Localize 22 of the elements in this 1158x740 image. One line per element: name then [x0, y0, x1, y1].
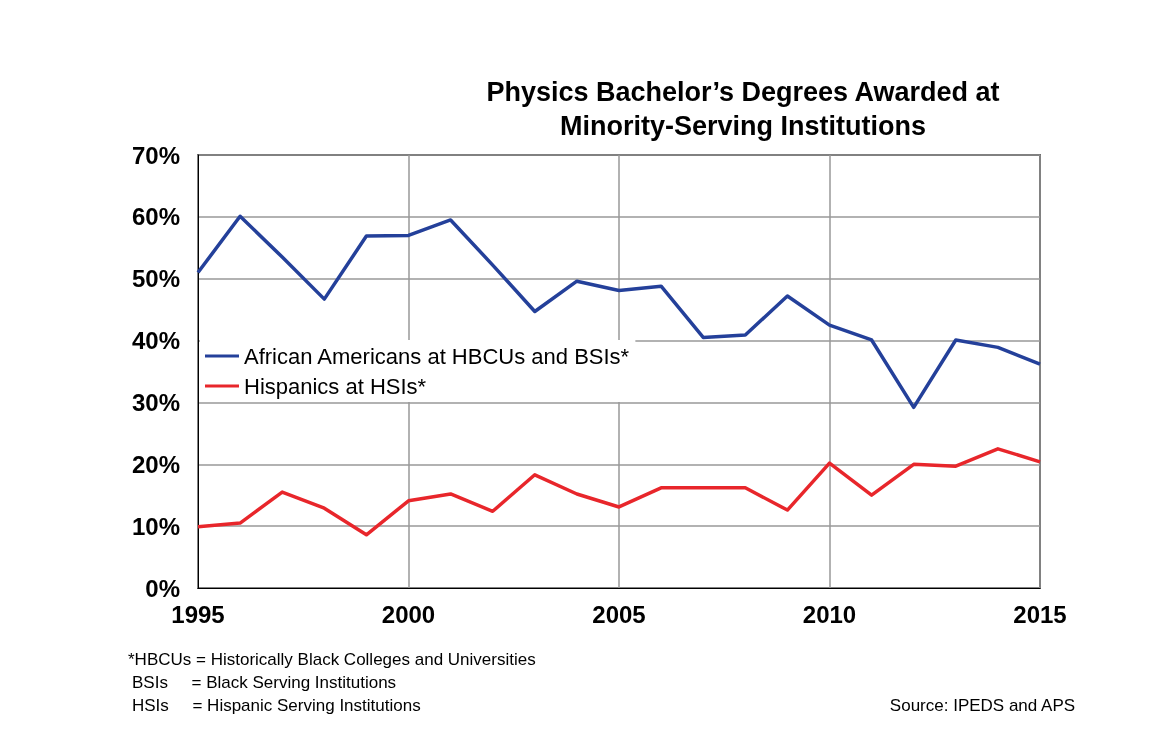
legend-label: African Americans at HBCUs and BSIs*: [244, 343, 630, 369]
y-tick-label: 70%: [131, 141, 180, 169]
x-tick-label: 2015: [1013, 600, 1067, 628]
y-tick-label: 20%: [131, 450, 180, 478]
line-series: [196, 447, 1042, 537]
source-note: Source: IPEDS and APS: [889, 696, 1076, 715]
x-tick-label: 1995: [171, 600, 225, 628]
y-tick-label: 10%: [131, 512, 180, 540]
y-tick-label: 60%: [131, 203, 180, 231]
text: HSIs = Hispanic Serving Institutions: [132, 696, 421, 715]
y-tick-label: 0%: [145, 574, 180, 602]
y-tick-label: 50%: [131, 265, 180, 293]
y-tick-label: 40%: [131, 327, 180, 355]
text: *HBCUs = Historically Black Colleges and Universities: [128, 650, 536, 669]
text: BSIs = Black Serving Institutions: [132, 673, 397, 692]
x-tick-label: 2000: [381, 600, 436, 628]
x-tick-label: 2005: [592, 600, 646, 628]
legend-label: Hispanics at HSIs*: [244, 373, 427, 399]
line-series: [196, 214, 1042, 410]
x-tick-label: 2010: [802, 600, 857, 628]
chart-title: Physics Bachelor’s Degrees Awarded at Minority-Serving Institutions: [486, 77, 1000, 141]
y-tick-label: 30%: [131, 388, 180, 416]
